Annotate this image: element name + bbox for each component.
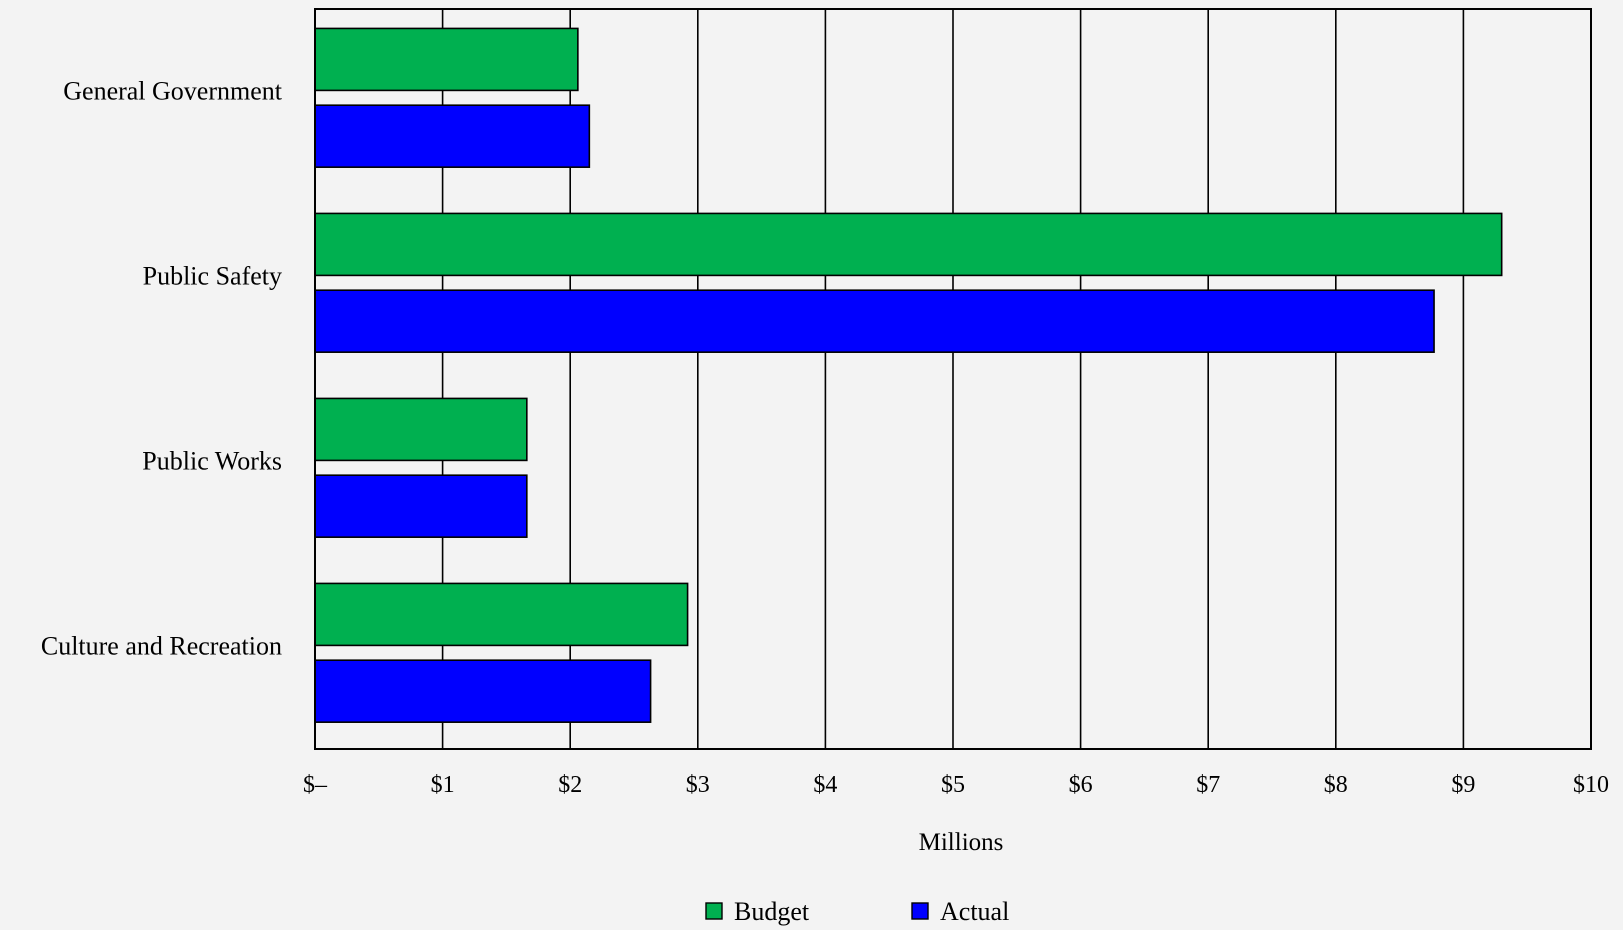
legend-swatch-actual xyxy=(911,902,929,920)
x-tick-label: $4 xyxy=(813,772,837,798)
x-tick-label: $9 xyxy=(1451,772,1475,798)
bar-budget-public-safety xyxy=(314,212,1503,277)
bar-actual-culture-and-recreation xyxy=(314,659,652,723)
legend-label-budget: Budget xyxy=(734,897,810,926)
category-label: Public Safety xyxy=(143,261,282,290)
legend-label-actual: Actual xyxy=(940,897,1009,926)
x-tick-label: $7 xyxy=(1196,772,1220,798)
x-tick-label: $6 xyxy=(1069,772,1093,798)
x-tick-labels: $– $1 $2 $3 $4 $5 $6 $7 $8 $9 $10 xyxy=(303,772,1609,798)
bar-budget-general-government xyxy=(314,27,579,92)
category-label: Public Works xyxy=(142,446,282,475)
category-label: General Government xyxy=(63,76,283,105)
x-tick-label: $3 xyxy=(686,772,710,798)
x-tick-label: $– xyxy=(303,772,328,798)
legend: Budget Actual xyxy=(705,897,1009,926)
category-label: Culture and Recreation xyxy=(41,631,282,660)
legend-swatch-budget xyxy=(705,902,723,920)
x-tick-label: $5 xyxy=(941,772,965,798)
x-axis-title: Millions xyxy=(919,829,1004,856)
bar-actual-general-government xyxy=(314,104,591,168)
plot-frame xyxy=(314,8,1592,750)
x-tick-label: $10 xyxy=(1573,772,1609,798)
bar-actual-public-safety xyxy=(314,289,1435,353)
x-tick-label: $2 xyxy=(558,772,582,798)
bar-budget-public-works xyxy=(314,397,528,462)
category-labels: General Government Public Safety Public Wo… xyxy=(41,76,283,660)
x-tick-label: $1 xyxy=(431,772,455,798)
bars-layer xyxy=(314,27,1503,723)
bar-actual-public-works xyxy=(314,474,528,538)
x-tick-label: $8 xyxy=(1324,772,1348,798)
bar-budget-culture-and-recreation xyxy=(314,582,689,647)
